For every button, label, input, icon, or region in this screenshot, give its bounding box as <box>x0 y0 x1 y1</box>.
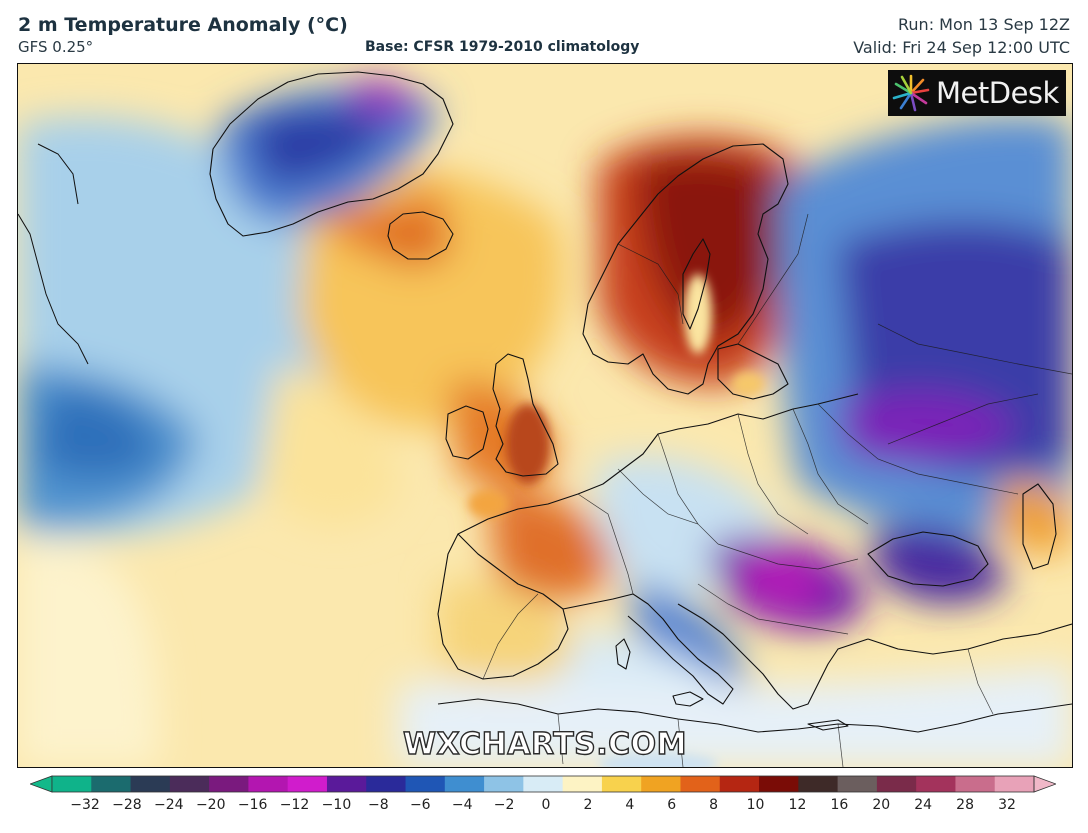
wxcharts-watermark: WXCHARTS.COM <box>402 726 688 762</box>
colorbar-max-extension <box>1033 775 1056 793</box>
valid-time-label: Valid: Fri 24 Sep 12:00 UTC <box>853 38 1070 57</box>
colorbar-segment <box>601 776 642 792</box>
chart-title: 2 m Temperature Anomaly (°C) <box>18 14 348 36</box>
metdesk-logo: MetDesk <box>888 70 1066 116</box>
run-time-label: Run: Mon 13 Sep 12Z <box>898 15 1070 34</box>
climatology-base-label: Base: CFSR 1979-2010 climatology <box>365 39 640 55</box>
colorbar-tick-label: 2 <box>583 797 593 813</box>
colorbar-tick-label: −6 <box>409 797 431 813</box>
colorbar-tick-label: 12 <box>788 797 807 813</box>
colorbar-segment <box>484 776 524 792</box>
colorbar-tick-label: −12 <box>279 797 310 813</box>
colorbar-tick-label: 16 <box>830 797 849 813</box>
colorbar-tick-label: 0 <box>541 797 551 813</box>
national-borders <box>482 213 1072 767</box>
colorbar-segment <box>759 776 799 792</box>
colorbar-segment <box>680 776 721 792</box>
colorbar-tick-label: 10 <box>746 797 765 813</box>
metdesk-burst-icon <box>892 74 930 112</box>
colorbar-segment <box>248 776 289 792</box>
colorbar-segment <box>562 776 603 792</box>
colorbar-segment <box>91 776 132 792</box>
colorbar-segment <box>719 776 760 792</box>
anomaly-map: MetDesk WXCHARTS.COM <box>17 63 1073 768</box>
colorbar-segment <box>326 776 367 792</box>
colorbar-outline <box>51 775 1035 793</box>
model-label: GFS 0.25° <box>18 38 94 56</box>
colorbar-tick-label: 28 <box>956 797 974 813</box>
colorbar-tick-label: 20 <box>872 797 891 813</box>
colorbar-tick-label: −4 <box>451 797 473 813</box>
colorbar-segment <box>955 776 996 792</box>
colorbar-tick-label: −10 <box>321 797 352 813</box>
map-canvas <box>18 64 1072 767</box>
colorbar-tick-label: −8 <box>368 797 389 813</box>
colorbar-segment <box>523 776 564 792</box>
colorbar-segment <box>209 776 249 792</box>
coastlines <box>209 71 1072 733</box>
colorbar-segment <box>994 776 1035 792</box>
colorbar-tick-label: 24 <box>914 797 933 813</box>
colorbar-segment <box>169 776 210 792</box>
colorbar-tick-label: −2 <box>493 797 515 813</box>
colorbar-tick-label: 8 <box>709 797 719 813</box>
colorbar-segment <box>444 776 485 792</box>
colorbar-tick-label: −32 <box>70 797 100 813</box>
colorbar-segment <box>52 776 92 792</box>
canada-coast <box>18 143 89 365</box>
colorbar-tick-labels: −32 −28 −24 −20 −16 −12 −10 −8 −6 −4 −2 0 2 4 6 8 10 12 16… <box>30 797 1056 817</box>
colorbar-segment <box>405 776 446 792</box>
colorbar-tick-label: −20 <box>195 797 226 813</box>
colorbar-segment <box>287 776 328 792</box>
colorbar-min-extension <box>30 775 53 793</box>
colorbar-segment <box>366 776 407 792</box>
colorbar-segment <box>837 776 878 792</box>
colorbar-segment <box>798 776 839 792</box>
colorbar <box>30 775 1056 793</box>
anomaly-field-detail <box>468 274 764 767</box>
colorbar-segment <box>130 776 171 792</box>
colorbar-tick-label: 6 <box>667 797 677 813</box>
colorbar-tick-label: −16 <box>237 797 268 813</box>
colorbar-tick-label: −24 <box>154 797 184 813</box>
colorbar-segment <box>916 776 957 792</box>
metdesk-logo-text: MetDesk <box>936 76 1059 110</box>
colorbar-tick-label: −28 <box>112 797 142 813</box>
colorbar-tick-label: 32 <box>998 797 1016 813</box>
colorbar-tick-label: 4 <box>625 797 635 813</box>
colorbar-segment <box>641 776 682 792</box>
colorbar-segment <box>876 776 917 792</box>
